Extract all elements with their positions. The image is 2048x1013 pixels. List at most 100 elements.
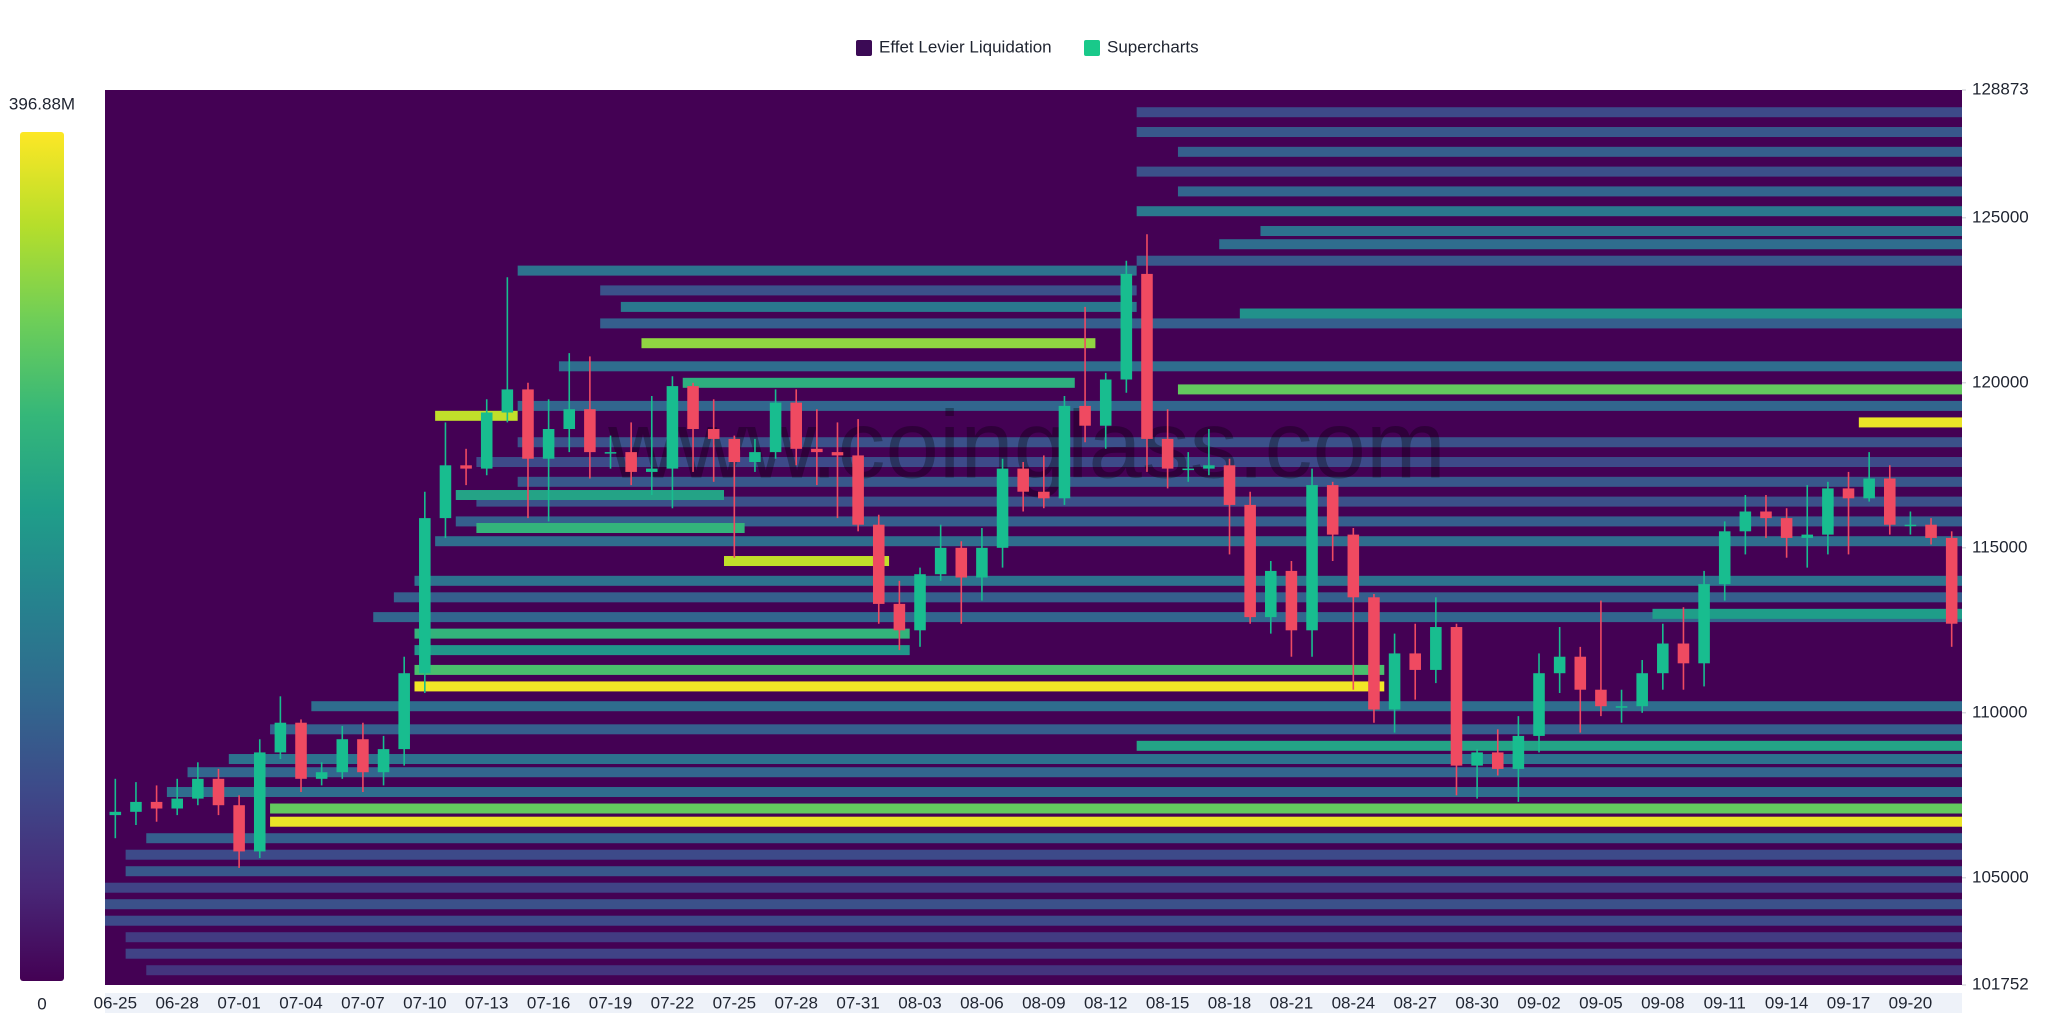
liquidation-level [724,556,890,567]
candle-body [1842,488,1855,499]
liquidation-level [435,410,518,421]
candle-body [460,465,472,469]
liquidation-level [373,612,1962,623]
x-tick-label: 08-09 [1022,993,1065,1012]
candle-body [233,805,245,852]
liquidation-level [414,628,910,639]
candle-body [749,452,761,463]
candle-body [315,772,328,779]
liquidation-level [105,899,1962,910]
liquidation-level [1136,740,1962,751]
legend-label: Effet Levier Liquidation [879,37,1052,56]
legend-label: Supercharts [1107,37,1199,56]
candle-body [1244,504,1256,618]
colorbar-label: 396.88M [9,94,75,113]
candle-body [1058,405,1071,499]
candle-body [584,409,596,453]
liquidation-level [620,301,1137,312]
liquidation-level [393,592,1962,603]
candle-body [1017,468,1029,492]
candle-body [1925,524,1937,538]
candle-body [625,452,637,472]
x-tick-label: 07-25 [713,993,756,1012]
candle-body [1079,405,1091,426]
candle-body [1801,534,1814,538]
y-tick-label: 128873 [1972,79,2029,98]
liquidation-level [146,965,1962,976]
candle-body [212,778,225,806]
candle-body [1388,653,1401,710]
candle-body [914,574,926,631]
candle-body [1120,273,1133,380]
x-tick-label: 07-10 [403,993,446,1012]
y-tick-label: 120000 [1972,372,2029,391]
candle-body [1450,627,1463,766]
liquidation-level [455,516,1962,527]
candle-body [976,547,988,578]
candle-body [604,452,617,454]
x-tick-label: 08-21 [1270,993,1313,1012]
liquidation-level [414,645,910,656]
candle-body [130,801,142,812]
y-tick-label: 125000 [1972,207,2029,226]
liquidation-level [166,787,1962,798]
liquidation-level [1652,608,1962,619]
liquidation-level [414,681,1385,692]
candle-body [1491,752,1504,769]
liquidation-level [1177,146,1962,157]
candle-body [1553,656,1566,674]
x-tick-label: 06-25 [94,993,137,1012]
liquidation-level [414,575,1962,586]
candle-body [728,438,741,463]
candle-body [1430,627,1442,670]
candle-body [1698,584,1710,664]
x-tick-label: 08-15 [1146,993,1189,1012]
liquidation-level [125,866,1962,877]
candle-body [666,386,679,469]
candle-body [377,749,390,773]
liquidation-level [517,400,1962,411]
liquidation-level [1136,166,1962,177]
candle-body [707,429,720,439]
candle-body [439,465,452,519]
candle-body [253,752,266,852]
x-tick-label: 08-24 [1332,993,1375,1012]
candle-body [769,402,782,453]
legend-swatch [1084,40,1100,56]
candle-body [1161,438,1174,469]
x-tick-label: 08-06 [960,993,1003,1012]
candle-body [872,524,885,604]
candle-body [1512,735,1525,769]
x-tick-label: 07-19 [589,993,632,1012]
candle-body [1945,537,1958,624]
candle-body [934,547,947,575]
liquidation-level [414,664,1385,675]
x-tick-label: 07-13 [465,993,508,1012]
candle-body [192,778,204,799]
candle-body [1203,465,1215,469]
candle-body [831,452,844,456]
liquidation-level [1177,384,1962,395]
liquidation-level [311,701,1962,712]
y-tick-label: 101752 [1972,974,2029,993]
liquidation-level [1136,127,1962,138]
x-tick-label: 09-20 [1889,993,1932,1012]
candle-body [1038,491,1050,499]
liquidation-level [641,338,1096,349]
x-tick-label: 07-04 [279,993,322,1012]
liquidation-level [228,754,1962,765]
liquidation-level [1136,255,1962,266]
liquidation-level [600,318,1962,329]
candle-body [1265,570,1277,618]
liquidation-level [517,476,1962,487]
candle-body [1677,643,1690,664]
liquidation-level [476,457,1962,468]
colorbar [20,132,64,981]
candle-body [522,389,534,459]
candle-body [790,402,802,449]
candle-body [480,412,493,469]
liquidation-level [476,523,745,534]
liquidation-level [125,948,1962,959]
candle-body [501,389,514,413]
candle-body [852,455,864,525]
